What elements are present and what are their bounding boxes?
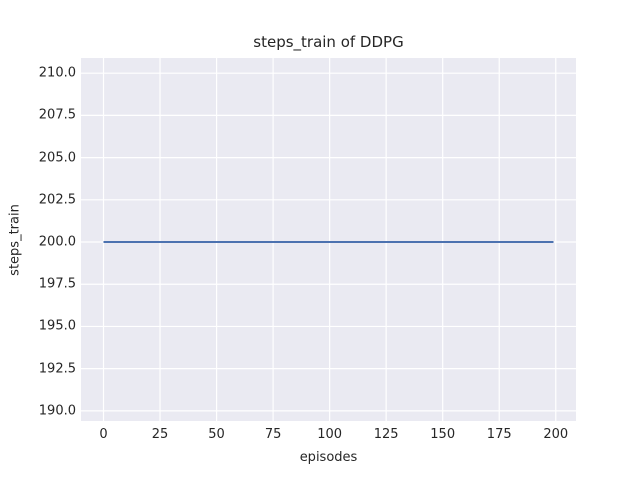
y-tick-label: 197.5 <box>38 276 76 292</box>
x-tick-label: 25 <box>151 427 169 442</box>
x-tick-label: 75 <box>264 427 282 442</box>
x-tick-label: 175 <box>486 427 512 442</box>
y-tick-label: 192.5 <box>38 361 76 377</box>
chart-title: steps_train of DDPG <box>253 33 404 51</box>
y-tick-label: 190.0 <box>38 403 76 419</box>
y-tick-label: 210.0 <box>38 65 76 81</box>
plot-area <box>81 58 576 421</box>
y-tick-label: 202.5 <box>38 192 76 208</box>
y-tick-label: 195.0 <box>38 318 76 334</box>
y-axis-label: steps_train <box>7 204 23 276</box>
plot-canvas <box>81 58 576 421</box>
x-tick-label: 100 <box>317 427 343 442</box>
x-tick-label: 0 <box>99 427 108 442</box>
x-axis-label: episodes <box>299 450 358 465</box>
x-tick-label: 50 <box>208 427 225 442</box>
y-tick-label: 200.0 <box>38 234 76 250</box>
y-tick-label: 207.5 <box>38 107 76 123</box>
x-tick-label: 150 <box>430 427 456 442</box>
x-tick-label: 125 <box>373 427 399 442</box>
x-tick-label: 200 <box>543 427 569 442</box>
y-tick-label: 205.0 <box>38 150 76 166</box>
